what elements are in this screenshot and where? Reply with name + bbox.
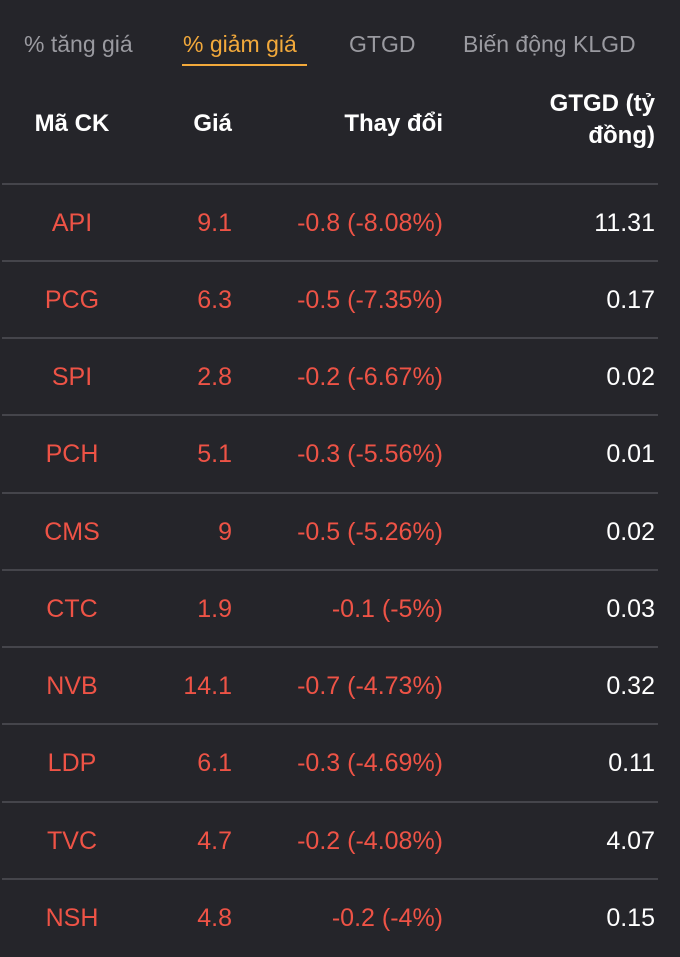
trading-value: 0.17 — [606, 286, 655, 314]
table-row[interactable]: PCG 6.3 -0.5 (-7.35%) 0.17 — [0, 262, 680, 339]
stock-code[interactable]: PCH — [45, 440, 99, 468]
stock-price: 5.1 — [197, 440, 232, 468]
stock-price: 4.8 — [197, 904, 232, 932]
stock-code[interactable]: NVB — [46, 672, 98, 700]
stock-price: 6.3 — [197, 286, 232, 314]
table-header: Mã CK Giá Thay đổi GTGD (tỷ đồng) — [0, 84, 680, 184]
row-divider — [2, 260, 658, 262]
column-header-change[interactable]: Thay đổi — [344, 110, 443, 137]
trading-value: 0.03 — [606, 595, 655, 623]
trading-value: 4.07 — [606, 827, 655, 855]
row-divider — [2, 878, 658, 880]
stock-code[interactable]: SPI — [51, 363, 93, 391]
tab-percent-increase[interactable]: % tăng giá — [24, 31, 133, 57]
stock-price: 6.1 — [197, 749, 232, 777]
stock-change: -0.3 (-4.69%) — [297, 749, 443, 777]
stock-change: -0.2 (-6.67%) — [297, 363, 443, 391]
row-divider — [2, 337, 658, 339]
stock-price: 9.1 — [197, 209, 232, 237]
column-header-value-line1: GTGD (tỷ — [549, 90, 655, 117]
row-divider — [2, 801, 658, 803]
table-row[interactable]: LDP 6.1 -0.3 (-4.69%) 0.11 — [0, 725, 680, 802]
stock-code[interactable]: CTC — [46, 595, 98, 623]
trading-value: 0.02 — [606, 363, 655, 391]
trading-value: 0.02 — [606, 518, 655, 546]
stock-change: -0.7 (-4.73%) — [297, 672, 443, 700]
tab-volume-change[interactable]: Biến động KLGD — [463, 31, 636, 57]
tab-percent-decrease[interactable]: % giảm giá — [183, 31, 297, 57]
stock-change: -0.5 (-7.35%) — [297, 286, 443, 314]
stock-code[interactable]: API — [51, 209, 93, 237]
trading-value: 0.15 — [606, 904, 655, 932]
stock-change: -0.2 (-4%) — [331, 904, 443, 932]
stock-code[interactable]: LDP — [47, 749, 97, 777]
column-header-price[interactable]: Giá — [193, 110, 232, 137]
row-divider — [2, 414, 658, 416]
stock-change: -0.2 (-4.08%) — [297, 827, 443, 855]
trading-value: 0.01 — [606, 440, 655, 468]
stock-change: -0.1 (-5%) — [331, 595, 443, 623]
row-divider — [2, 183, 658, 185]
row-divider — [2, 646, 658, 648]
stock-code[interactable]: NSH — [45, 904, 99, 932]
table-row[interactable]: PCH 5.1 -0.3 (-5.56%) 0.01 — [0, 416, 680, 493]
table-row[interactable]: SPI 2.8 -0.2 (-6.67%) 0.02 — [0, 339, 680, 416]
stock-change: -0.8 (-8.08%) — [297, 209, 443, 237]
row-divider — [2, 569, 658, 571]
column-header-value-line2: đồng) — [588, 122, 655, 149]
table-row[interactable]: TVC 4.7 -0.2 (-4.08%) 4.07 — [0, 803, 680, 880]
column-header-value[interactable]: GTGD (tỷ đồng) — [470, 88, 655, 152]
stock-price: 1.9 — [197, 595, 232, 623]
tab-bar: % tăng giá % giảm giá GTGD Biến động KLG… — [0, 0, 680, 68]
table-row[interactable]: NVB 14.1 -0.7 (-4.73%) 0.32 — [0, 648, 680, 725]
row-divider — [2, 492, 658, 494]
column-header-code[interactable]: Mã CK — [34, 110, 110, 137]
stock-price: 14.1 — [183, 672, 232, 700]
stock-code[interactable]: TVC — [47, 827, 97, 855]
tab-trading-value[interactable]: GTGD — [349, 31, 416, 57]
trading-value: 0.11 — [608, 749, 655, 777]
table-row[interactable]: CTC 1.9 -0.1 (-5%) 0.03 — [0, 571, 680, 648]
stock-code[interactable]: CMS — [44, 518, 100, 546]
stock-price: 4.7 — [197, 827, 232, 855]
table-row[interactable]: NSH 4.8 -0.2 (-4%) 0.15 — [0, 880, 680, 957]
stock-price: 2.8 — [197, 363, 232, 391]
row-divider — [2, 723, 658, 725]
active-tab-indicator — [182, 64, 307, 66]
stock-change: -0.3 (-5.56%) — [297, 440, 443, 468]
table-row[interactable]: API 9.1 -0.8 (-8.08%) 11.31 — [0, 185, 680, 262]
stock-code[interactable]: PCG — [44, 286, 100, 314]
table-row[interactable]: CMS 9 -0.5 (-5.26%) 0.02 — [0, 494, 680, 571]
trading-value: 0.32 — [606, 672, 655, 700]
stock-price: 9 — [218, 518, 232, 546]
trading-value: 11.31 — [594, 209, 655, 237]
stock-change: -0.5 (-5.26%) — [297, 518, 443, 546]
